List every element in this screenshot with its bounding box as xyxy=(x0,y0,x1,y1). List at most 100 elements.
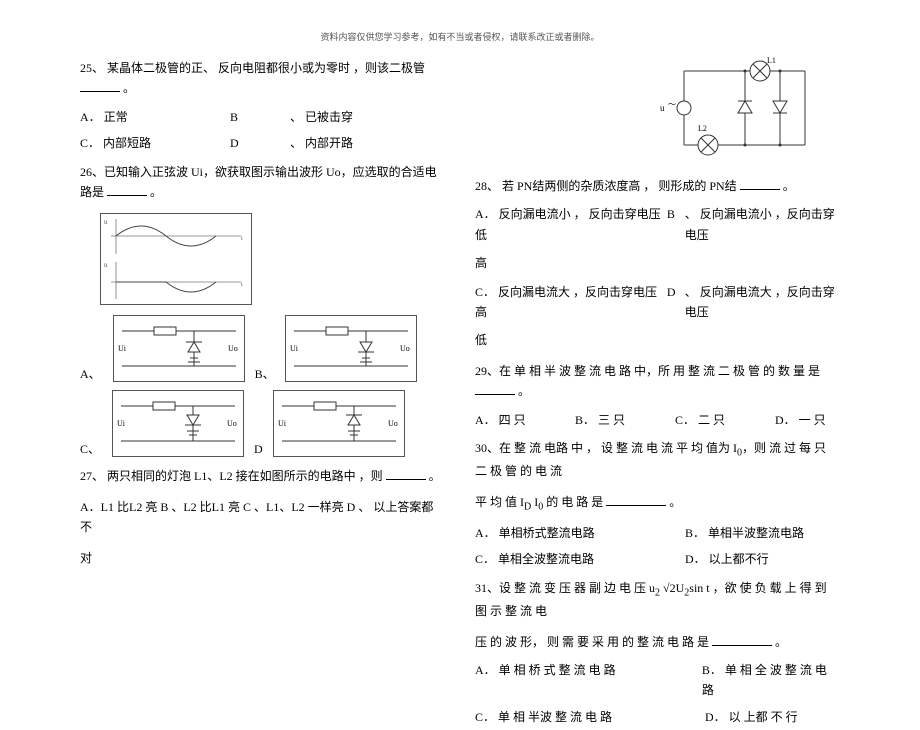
q30-blank xyxy=(606,493,666,506)
svg-text:Ui: Ui xyxy=(117,419,126,428)
q31-t3: 压 的 波 形， 则 需 要 采 用 的 整 流 电 路 是 xyxy=(475,635,709,649)
waveform-svg: u u t t xyxy=(101,214,251,304)
svg-text:Uo: Uo xyxy=(388,419,398,428)
q25-B-text: 、 已被击穿 xyxy=(290,107,353,127)
q28-row2: C． 反向漏电流大 ，反向击穿电压高 D 、 反向漏电流大 ，反向击穿电压 xyxy=(475,282,840,323)
circuit-A: Ui Uo xyxy=(113,315,245,382)
svg-text:u: u xyxy=(660,103,665,113)
svg-text:Ui: Ui xyxy=(118,344,127,353)
q27-text: 27、 两只相同的灯泡 L1、L2 接在如图所示的电路中 ，则 xyxy=(80,469,383,483)
q29-text: 29、在 单 相 半 波 整 流 电 路 中，所 用 整 流 二 极 管 的 数… xyxy=(475,364,820,378)
svg-text:t: t xyxy=(241,236,243,242)
q30-tb: 。 xyxy=(669,495,681,509)
page-header: 资料内容仅供您学习参考，如有不当或者侵权，请联系改正或者删除。 xyxy=(0,0,920,53)
q26-blank xyxy=(107,183,147,196)
q25-text-b: 。 xyxy=(123,81,135,95)
q31-C: C． 单 相 半波 整 流 电 路 xyxy=(475,707,705,727)
q30-B: B． 单相半波整流电路 xyxy=(685,523,804,543)
q30-D: D． 以上都不行 xyxy=(685,549,769,569)
svg-text:Ui: Ui xyxy=(278,419,287,428)
q30-t1: 30、在 整 流 电路 中 ， 设 整 流 电 流 平 均 值为 I xyxy=(475,441,737,455)
q27-blank xyxy=(386,467,426,480)
q29-A: A． 四 只 xyxy=(475,410,575,430)
q26-label-B: B、 xyxy=(255,365,275,382)
q30-C: C． 单相全波整流电路 xyxy=(475,549,685,569)
q25-blank xyxy=(80,79,120,92)
q31-s2: 2 xyxy=(655,587,660,598)
q31-tb: 。 xyxy=(775,635,787,649)
q26-label-C: C、 xyxy=(80,440,100,457)
q30-A: A． 单相桥式整流电路 xyxy=(475,523,685,543)
q28-B-label: B xyxy=(667,204,685,245)
waveform-figure: u u t t xyxy=(100,213,252,305)
q31-blank xyxy=(712,633,772,646)
q31-B: B． 单 相 全 波 整 流 电 路 xyxy=(702,660,840,701)
q26-label-A: A、 xyxy=(80,365,101,382)
q31-r1: A． 单 相 桥 式 整 流 电 路 B． 单 相 全 波 整 流 电 路 xyxy=(475,660,840,701)
q28-C: C． 反向漏电流大 ，反向击穿电压高 xyxy=(475,282,667,323)
q28-D-text: 、 反向漏电流大 ，反向击穿电压 xyxy=(685,282,840,323)
q25-C: C． 内部短路 xyxy=(80,133,230,153)
q28-A: A． 反向漏电流小 ， 反向击穿电压低 xyxy=(475,204,667,245)
svg-text:u: u xyxy=(104,261,108,269)
q29-B: B． 三 只 xyxy=(575,410,675,430)
q28-D2: 低 xyxy=(475,330,840,350)
svg-text:Uo: Uo xyxy=(227,419,237,428)
q26-text-b: 。 xyxy=(150,185,162,199)
circuit-C: Ui Uo xyxy=(112,390,244,457)
q31-t1: 31、设 整 流 变 压 器 副 边 电 压 u xyxy=(475,581,655,595)
q31-D: D． 以 上都 不 行 xyxy=(705,707,798,727)
circuit-D: Ui Uo xyxy=(273,390,405,457)
svg-text:t: t xyxy=(241,282,243,288)
q28-text-b: 。 xyxy=(783,179,795,193)
q27-stem: 27、 两只相同的灯泡 L1、L2 接在如图所示的电路中 ，则 。 xyxy=(80,466,445,486)
left-column: 25、 某晶体二极管的正、 反向电阻都很小或为零时 ，则该二极管 。 A． 正常… xyxy=(80,53,445,730)
q30-stem1: 30、在 整 流 电路 中 ， 设 整 流 电 流 平 均 值为 I0，则 流 … xyxy=(475,438,840,482)
q29-text-b: 。 xyxy=(518,384,530,398)
q31-formula: √2U2sin t xyxy=(663,581,713,595)
svg-text:L2: L2 xyxy=(698,124,707,133)
q31-fpre: √2 xyxy=(663,581,676,595)
svg-text:～: ～ xyxy=(668,100,676,109)
q25-row1: A． 正常 B 、 已被击穿 xyxy=(80,107,445,127)
q31-fpost: sin t xyxy=(689,581,709,595)
q28-blank xyxy=(740,177,780,190)
q28-stem: 28、 若 PN结两侧的杂质浓度高 ， 则形成的 PN结 。 xyxy=(475,176,840,196)
right-column: u ～ L1 L2 xyxy=(475,53,840,730)
q27-text-b: 。 xyxy=(429,469,441,483)
q28-D-label: D xyxy=(667,282,685,323)
q29-opts: A． 四 只 B． 三 只 C． 二 只 D． 一 只 xyxy=(475,410,840,430)
circuit-B: Ui Uo xyxy=(285,315,417,382)
q28-B-text: 、 反向漏电流小 ，反向击穿电压 xyxy=(685,204,840,245)
q31-A: A． 单 相 桥 式 整 流 电 路 xyxy=(475,660,702,701)
svg-text:Uo: Uo xyxy=(228,344,238,353)
q26-label-D: D xyxy=(254,442,263,457)
q28-B2: 高 xyxy=(475,253,840,273)
q28-row1: A． 反向漏电流小 ， 反向击穿电压低 B 、 反向漏电流小 ，反向击穿电压 xyxy=(475,204,840,245)
q31-stem1: 31、设 整 流 变 压 器 副 边 电 压 u2 √2U2sin t ，欲 使… xyxy=(475,578,840,622)
q25-A: A． 正常 xyxy=(80,107,230,127)
q25-B-label: B xyxy=(230,107,290,127)
q26-row-AB: A、 Ui Uo B、 xyxy=(80,315,445,382)
q31-r2: C． 单 相 半波 整 流 电 路 D． 以 上都 不 行 xyxy=(475,707,840,727)
q30-stem2: 平 均 值 ID I0 的 电 路 是 。 xyxy=(475,492,840,515)
svg-text:Ui: Ui xyxy=(290,344,299,353)
svg-text:u: u xyxy=(104,218,108,226)
q25-D-label: D xyxy=(230,133,290,153)
q25-text: 25、 某晶体二极管的正、 反向电阻都很小或为零时 ，则该二极管 xyxy=(80,61,425,75)
q31-fmid: U xyxy=(676,581,685,595)
svg-text:Uo: Uo xyxy=(400,344,410,353)
q29-stem: 29、在 单 相 半 波 整 流 电 路 中，所 用 整 流 二 极 管 的 数… xyxy=(475,361,840,402)
q25-D-text: 、 内部开路 xyxy=(290,133,353,153)
q29-D: D． 一 只 xyxy=(775,410,826,430)
q29-C: C． 二 只 xyxy=(675,410,775,430)
q27-opts: A．L1 比L2 亮 B 、L2 比L1 亮 C 、L1、L2 一样亮 D 、 … xyxy=(80,497,445,538)
q26-stem: 26、已知输入正弦波 Ui，欲获取图示输出波形 Uo，应选取的合适电路是 。 xyxy=(80,162,445,203)
q28-text: 28、 若 PN结两侧的杂质浓度高 ， 则形成的 PN结 xyxy=(475,179,737,193)
q26-row-CD: C、 Ui Uo D xyxy=(80,390,445,457)
q25-stem: 25、 某晶体二极管的正、 反向电阻都很小或为零时 ，则该二极管 。 xyxy=(80,58,445,99)
q27-opts2: 对 xyxy=(80,548,445,568)
lamp-circuit: u ～ L1 L2 xyxy=(650,53,820,163)
q30-r1: A． 单相桥式整流电路 B． 单相半波整流电路 xyxy=(475,523,840,543)
q25-row2: C． 内部短路 D 、 内部开路 xyxy=(80,133,445,153)
